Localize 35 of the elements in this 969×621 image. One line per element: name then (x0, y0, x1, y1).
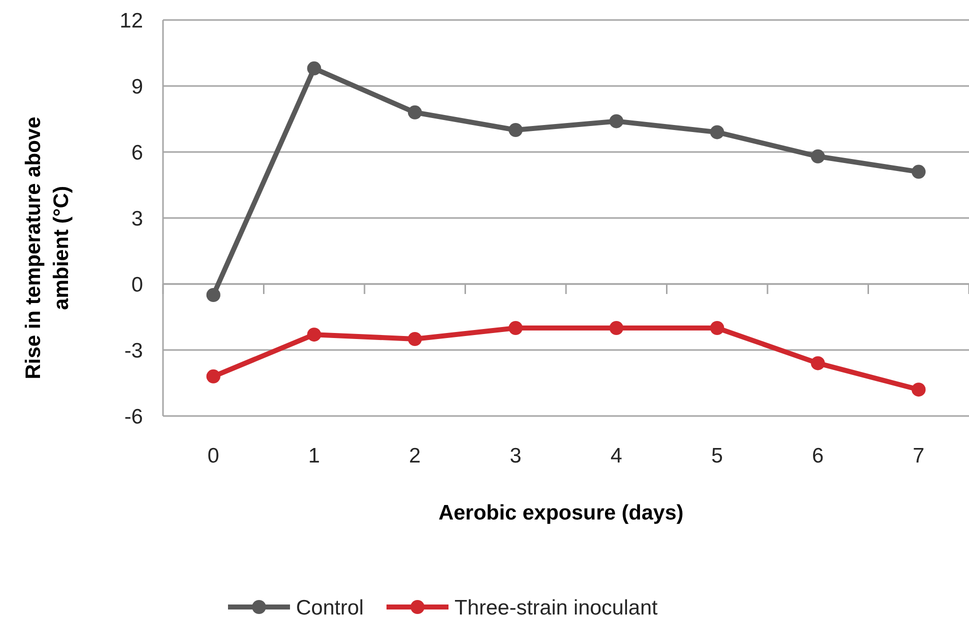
x-tick-label: 6 (812, 444, 824, 468)
y-tick-label: 3 (131, 207, 143, 230)
point (710, 125, 724, 140)
point (206, 369, 220, 384)
point (408, 332, 422, 346)
point (307, 328, 322, 342)
x-tick-label: 2 (409, 444, 421, 468)
point (408, 105, 422, 120)
point (609, 321, 624, 335)
y-tick-label: 12 (120, 9, 143, 32)
x-axis-title: Aerobic exposure (days) (438, 501, 684, 524)
y-tick-label: 0 (131, 273, 143, 296)
y-tick-label: -6 (124, 405, 143, 428)
y-tick-label: -3 (124, 339, 143, 362)
y-axis-title: Rise in temperature above ambient (°C) (22, 116, 73, 380)
legend-label: Control (296, 596, 364, 620)
point (810, 149, 825, 164)
point (912, 382, 926, 397)
y-tick-label: 9 (131, 75, 143, 98)
point (508, 123, 523, 137)
x-tick-label: 7 (912, 444, 924, 468)
x-tick-label: 0 (208, 444, 220, 468)
x-tick-label: 1 (308, 444, 320, 468)
x-tick-label: 4 (610, 444, 623, 468)
point (609, 114, 624, 128)
point (912, 164, 926, 179)
x-tick-label: 5 (711, 444, 723, 468)
point (307, 61, 322, 76)
point (810, 356, 825, 370)
legend-label: Three-strain inoculant (454, 596, 658, 620)
point (206, 288, 220, 302)
point (710, 321, 724, 335)
point (508, 321, 523, 335)
y-tick-label: 6 (131, 141, 143, 164)
x-tick-label: 3 (510, 444, 522, 468)
